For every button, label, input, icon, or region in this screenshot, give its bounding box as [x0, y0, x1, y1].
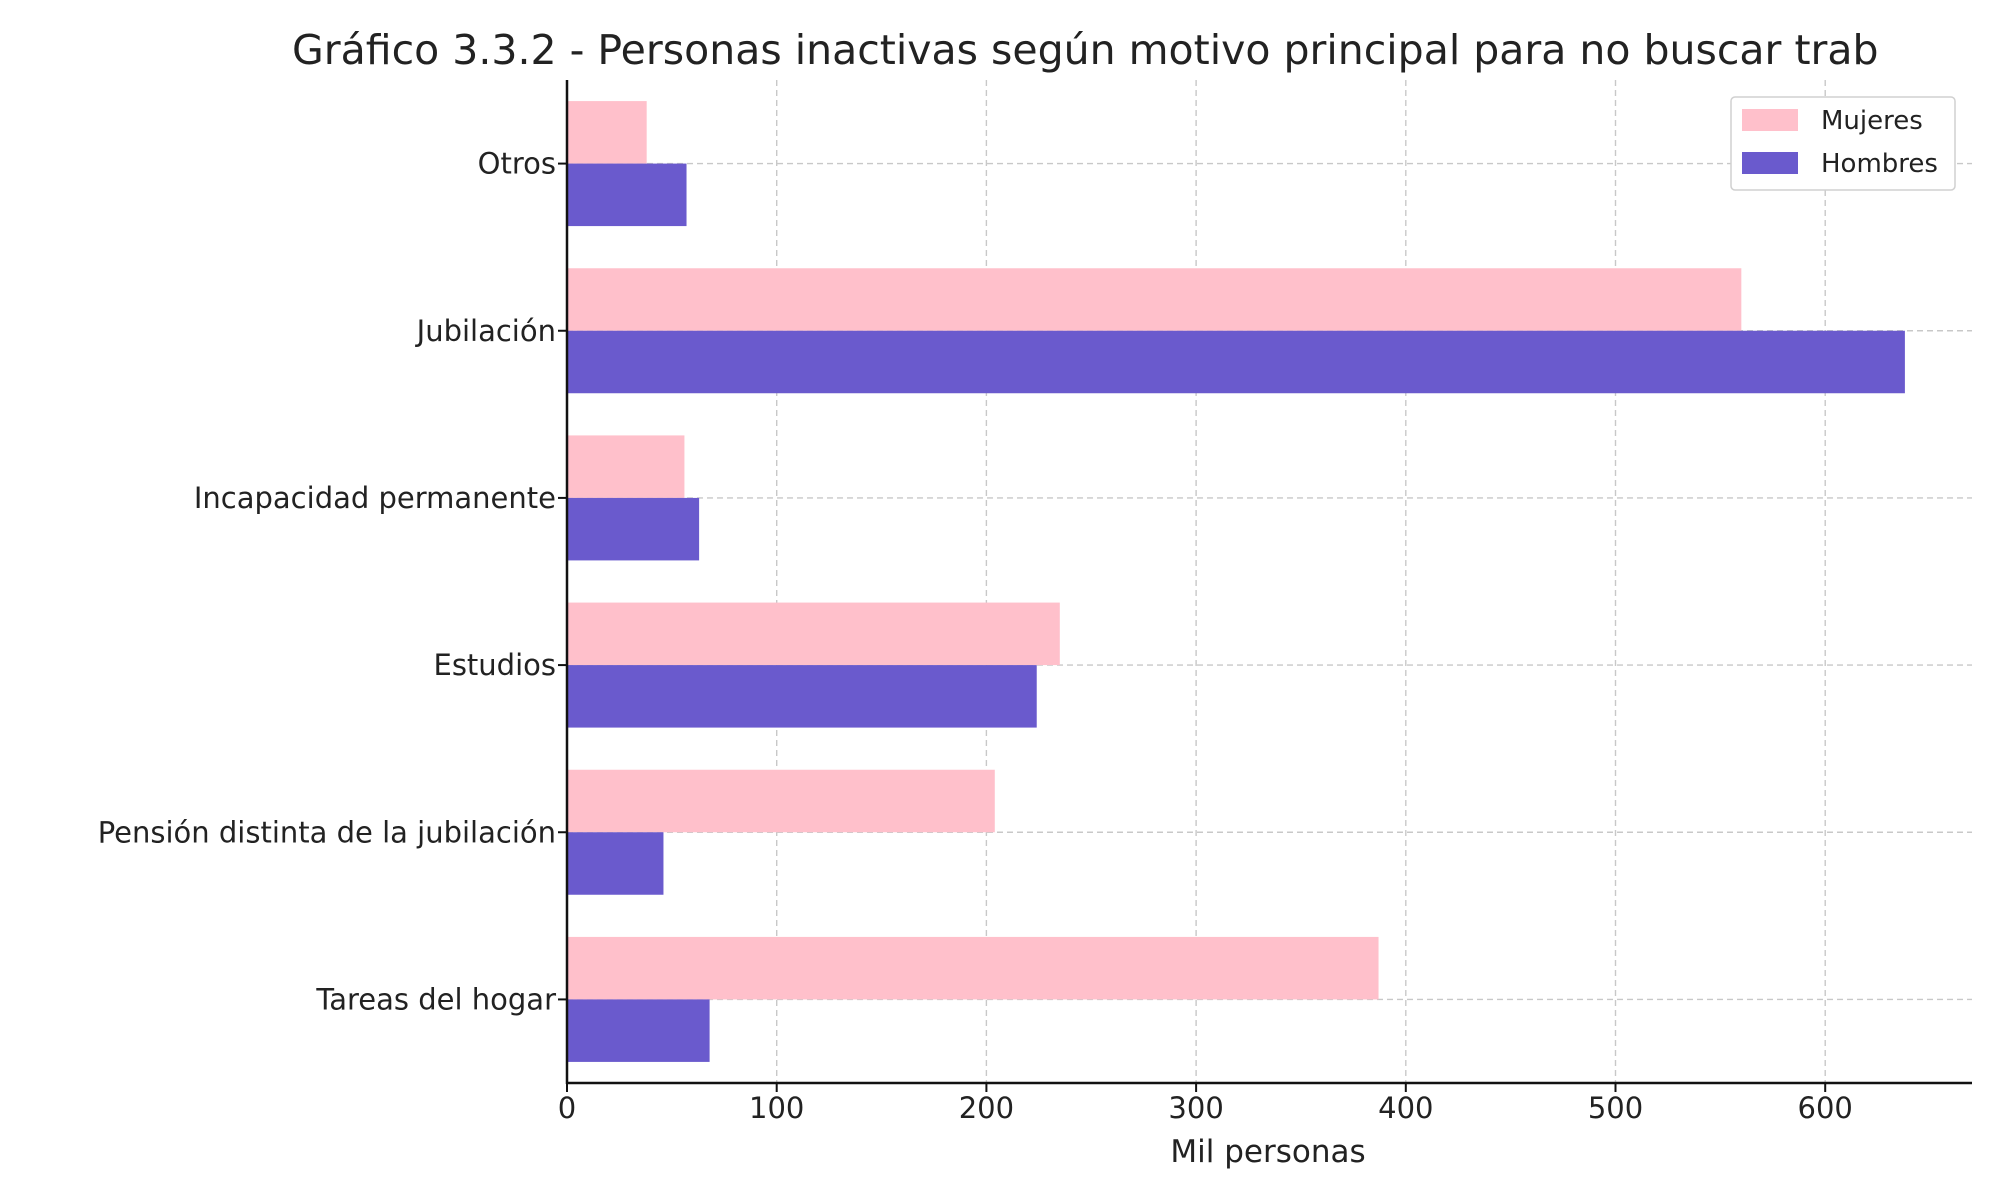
y-tick-label: Incapacidad permanente: [194, 481, 556, 515]
bar-mujeres: [567, 602, 1060, 666]
x-tick-label: 100: [749, 1091, 804, 1125]
bar-hombres: [567, 497, 700, 561]
x-tick-label: 600: [1798, 1091, 1853, 1125]
bar-mujeres: [567, 101, 647, 164]
bar-mujeres: [567, 268, 1742, 331]
x-tick-label: 0: [558, 1091, 576, 1125]
legend-swatch-hombres: [1742, 152, 1798, 174]
legend-swatch-mujeres: [1742, 109, 1798, 131]
labels: 0 100 200 300 400 500 600 Tareas del hogar Pensi…: [98, 147, 1853, 1125]
axes: [558, 80, 1972, 1092]
bar-hombres: [567, 665, 1037, 728]
x-tick-label: 500: [1588, 1091, 1643, 1125]
legend-label-hombres: Hombres: [1821, 149, 1938, 179]
bar-mujeres: [567, 936, 1379, 1000]
y-tick-label: Otros: [478, 147, 556, 181]
bar-hombres: [567, 163, 687, 227]
y-tick-label: Pensión distinta de la jubilación: [98, 815, 556, 849]
chart-title: Gráfico 3.3.2 - Personas inactivas según…: [292, 26, 1879, 74]
bar-mujeres: [567, 769, 995, 833]
y-tick-label: Estudios: [434, 648, 557, 682]
bar-hombres: [567, 832, 664, 895]
bar-hombres: [567, 999, 710, 1062]
bar-mujeres: [567, 435, 685, 498]
y-tick-label: Tareas del hogar: [315, 982, 556, 1016]
y-tick-label: Jubilación: [415, 314, 556, 348]
grid: [567, 80, 1972, 1083]
bar-hombres: [567, 330, 1905, 394]
bars: [567, 101, 1905, 1062]
x-tick-label: 300: [1168, 1091, 1223, 1125]
x-tick-label: 200: [959, 1091, 1014, 1125]
x-axis-title: Mil personas: [1170, 1134, 1365, 1170]
x-tick-label: 400: [1378, 1091, 1433, 1125]
legend: Mujeres Hombres: [1730, 96, 1956, 191]
legend-label-mujeres: Mujeres: [1821, 106, 1923, 136]
